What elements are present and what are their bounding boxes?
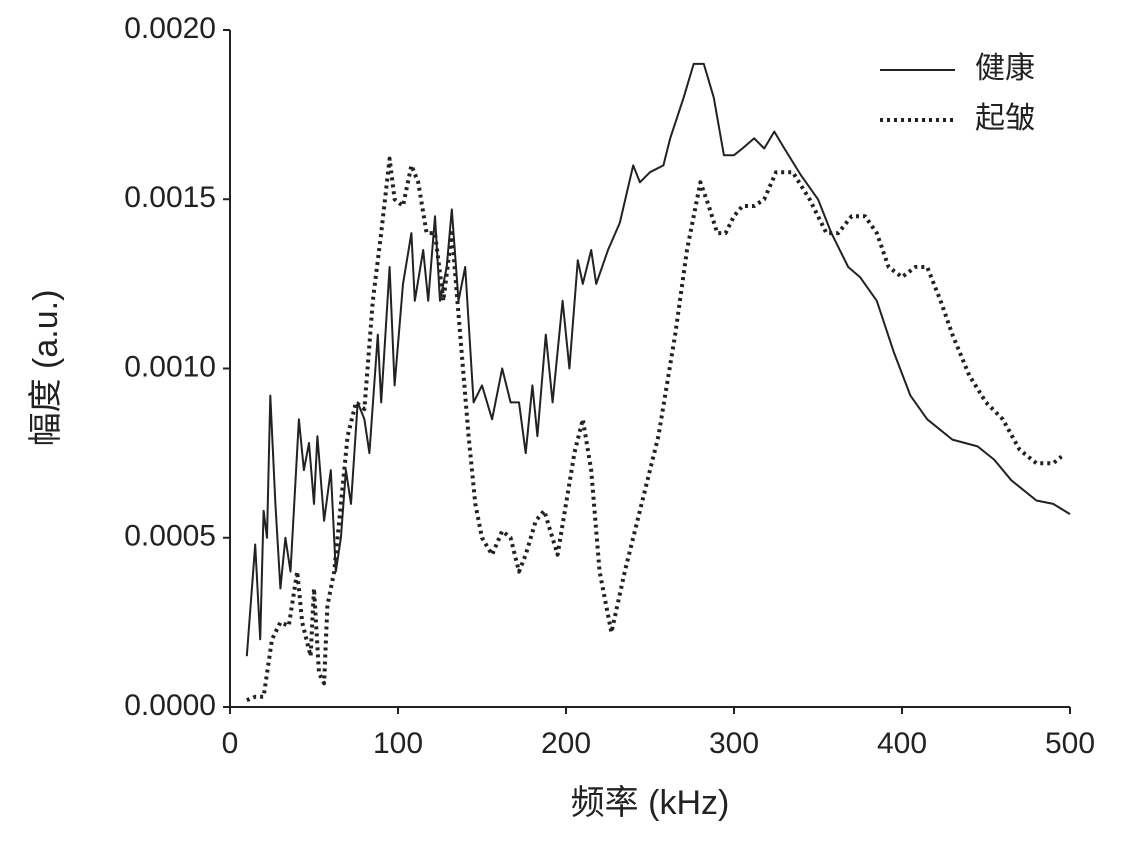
x-tick-label: 300 <box>709 727 759 760</box>
x-tick-label: 500 <box>1045 727 1095 760</box>
x-tick-label: 400 <box>877 727 927 760</box>
x-axis-label: 频率 (kHz) <box>571 784 730 822</box>
legend-label: 健康 <box>975 52 1035 85</box>
y-tick-label: 0.0015 <box>124 181 216 214</box>
x-tick-label: 0 <box>222 727 239 760</box>
y-tick-label: 0.0020 <box>124 12 216 45</box>
series-line <box>245 62 1071 657</box>
y-tick-label: 0.0010 <box>124 350 216 383</box>
y-tick-label: 0.0000 <box>124 689 216 722</box>
series-line <box>246 156 1063 703</box>
y-tick-label: 0.0005 <box>124 520 216 553</box>
x-tick-label: 200 <box>541 727 591 760</box>
legend-label: 起皱 <box>975 102 1035 135</box>
y-axis-label: 幅度 (a.u.) <box>27 290 65 447</box>
x-tick-label: 100 <box>373 727 423 760</box>
